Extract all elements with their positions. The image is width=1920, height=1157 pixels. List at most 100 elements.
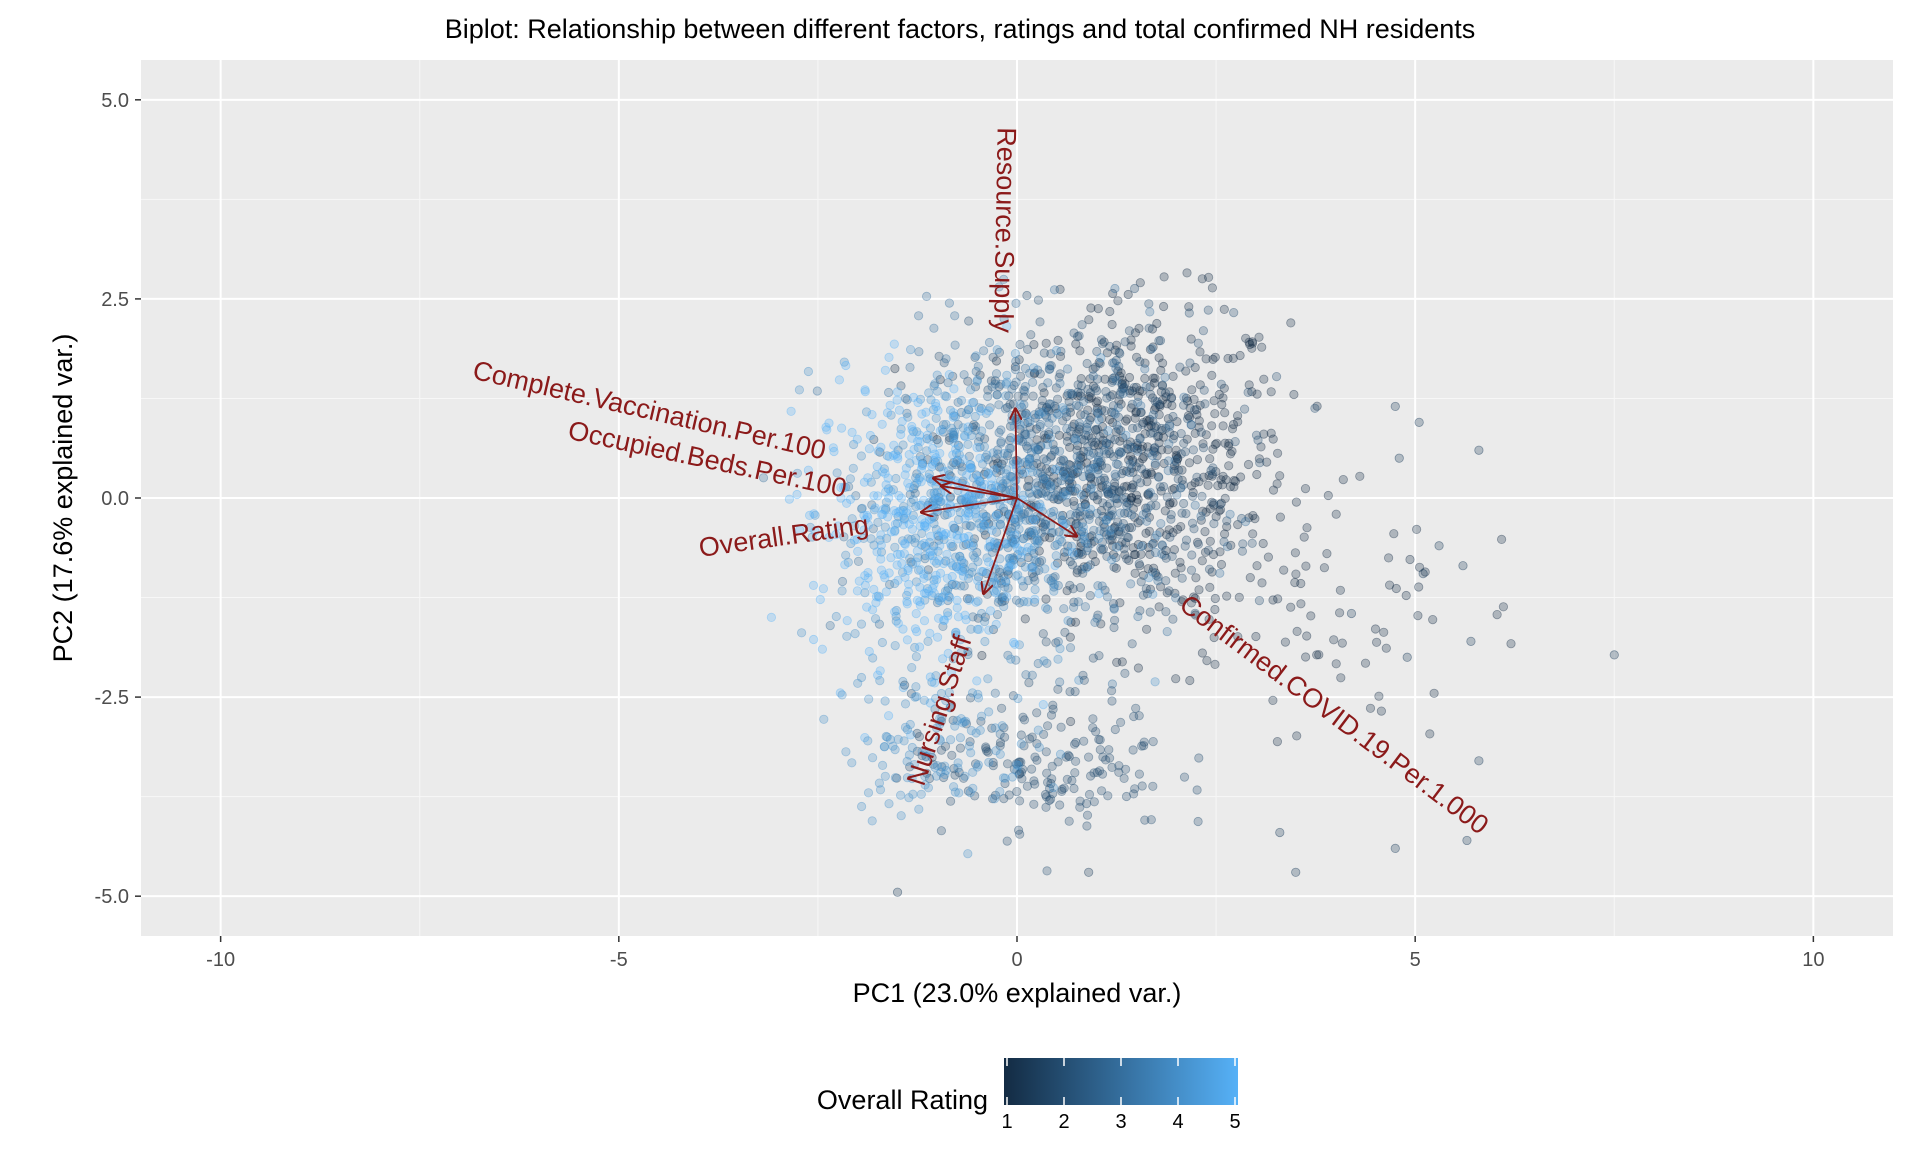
data-point xyxy=(1176,428,1186,439)
data-point xyxy=(1045,467,1055,477)
data-point xyxy=(1115,390,1125,400)
data-point xyxy=(919,569,929,579)
data-point xyxy=(1083,384,1093,394)
data-point xyxy=(971,351,981,361)
data-point xyxy=(1142,589,1153,599)
data-point xyxy=(1069,328,1079,338)
data-point xyxy=(1059,456,1069,466)
data-point xyxy=(1092,374,1103,384)
data-point xyxy=(1015,829,1025,839)
data-point xyxy=(1144,573,1154,583)
data-point xyxy=(1163,414,1173,424)
data-point xyxy=(1229,475,1239,486)
data-point xyxy=(873,491,883,501)
data-point xyxy=(1077,549,1087,559)
data-point xyxy=(1192,472,1202,482)
data-point xyxy=(922,430,933,440)
data-point xyxy=(1171,457,1182,467)
data-point xyxy=(999,448,1009,459)
data-point xyxy=(1026,429,1036,439)
data-point xyxy=(875,785,886,795)
data-point xyxy=(1058,510,1068,521)
data-point xyxy=(1162,588,1172,598)
data-point xyxy=(1177,508,1187,518)
data-point xyxy=(981,742,991,752)
data-point xyxy=(989,794,1000,804)
data-point xyxy=(908,789,918,799)
data-point xyxy=(1193,338,1203,348)
data-point xyxy=(1057,786,1067,797)
data-point xyxy=(935,426,945,436)
data-point xyxy=(1148,393,1158,403)
data-point xyxy=(1069,783,1079,794)
data-point xyxy=(955,733,966,743)
data-point xyxy=(1030,575,1040,586)
data-point xyxy=(923,636,933,647)
data-point xyxy=(1107,407,1117,417)
data-point xyxy=(1164,387,1174,397)
data-point xyxy=(1292,731,1302,741)
data-point xyxy=(1128,482,1138,492)
data-point xyxy=(1044,406,1054,416)
data-point xyxy=(1225,449,1236,459)
data-point xyxy=(1111,472,1121,482)
data-point xyxy=(1497,534,1507,545)
data-point xyxy=(1145,487,1155,497)
data-point xyxy=(1020,386,1030,396)
data-point xyxy=(1138,570,1149,580)
data-point xyxy=(1113,296,1123,306)
data-point xyxy=(1062,423,1072,434)
data-point xyxy=(1097,545,1107,555)
data-point xyxy=(1033,489,1043,499)
data-point xyxy=(932,370,942,380)
data-point xyxy=(1144,512,1155,523)
data-point xyxy=(1418,569,1428,579)
data-point xyxy=(1107,696,1117,706)
data-point xyxy=(1011,356,1021,366)
data-point xyxy=(973,471,983,481)
data-point xyxy=(869,584,879,595)
data-point xyxy=(1029,369,1039,379)
data-point xyxy=(1108,375,1118,385)
data-point xyxy=(1065,632,1075,642)
data-point xyxy=(930,449,940,459)
data-point xyxy=(1075,511,1085,521)
data-point xyxy=(1074,418,1084,428)
data-point xyxy=(897,558,907,569)
data-point xyxy=(1111,552,1121,563)
data-point xyxy=(1066,483,1076,493)
data-point xyxy=(886,527,896,537)
data-point xyxy=(973,572,984,582)
data-point xyxy=(969,420,979,430)
data-point xyxy=(1141,584,1151,594)
data-point xyxy=(1149,492,1159,502)
data-point xyxy=(1225,509,1235,519)
data-point xyxy=(1115,598,1125,608)
data-point xyxy=(1401,590,1411,601)
data-point xyxy=(1462,835,1472,846)
data-point xyxy=(1200,399,1210,409)
data-point xyxy=(1097,460,1107,470)
data-point xyxy=(1189,394,1199,404)
data-point xyxy=(1091,726,1101,737)
data-point xyxy=(1122,532,1132,543)
data-point xyxy=(1091,425,1101,435)
data-point xyxy=(1109,485,1119,495)
data-point xyxy=(955,442,965,453)
data-point xyxy=(1101,755,1111,765)
data-point xyxy=(1012,786,1022,797)
data-point xyxy=(1010,534,1020,545)
data-point xyxy=(1132,497,1142,507)
data-point xyxy=(1033,481,1043,491)
data-point xyxy=(929,323,939,333)
data-point xyxy=(1066,388,1076,399)
data-point xyxy=(1492,609,1502,620)
data-point xyxy=(1211,512,1221,522)
data-point xyxy=(1209,396,1219,406)
data-point xyxy=(1107,484,1117,495)
data-point xyxy=(1105,449,1115,459)
data-point xyxy=(1145,344,1156,355)
data-point xyxy=(1034,742,1044,752)
data-point xyxy=(1337,638,1347,648)
data-point xyxy=(1049,285,1060,295)
